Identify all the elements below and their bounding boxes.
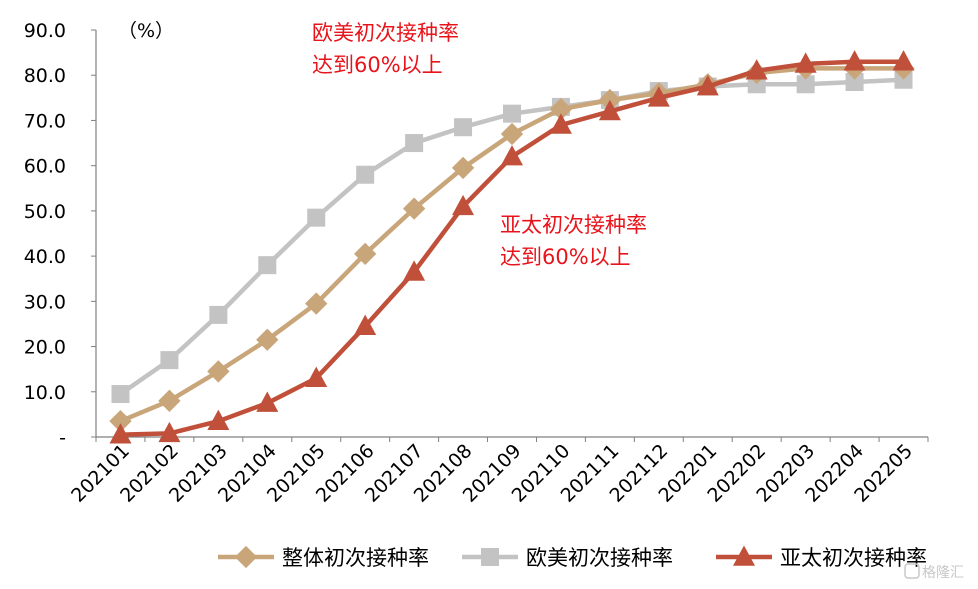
data-point (501, 145, 523, 166)
data-point (356, 165, 375, 184)
series-layer (109, 50, 915, 444)
axes: -10.020.030.040.050.060.070.080.090.0202… (24, 20, 929, 507)
legend-marker (481, 548, 499, 566)
legend-item: 亚太初次接种率 (716, 545, 927, 570)
data-point (405, 134, 424, 153)
data-point (894, 70, 913, 89)
data-point (403, 260, 426, 281)
y-tick-label: - (59, 427, 66, 449)
watermark-text: 格隆汇 (922, 565, 964, 581)
annotation-asia-pacific: 亚太初次接种率 达到60%以上 (500, 213, 647, 269)
y-tick-label: 30.0 (24, 291, 66, 313)
data-point (892, 50, 915, 71)
series-1 (111, 70, 913, 404)
legend-label: 欧美初次接种率 (526, 546, 673, 570)
y-unit-label: （%） (118, 20, 174, 42)
data-point (747, 75, 766, 94)
data-point (598, 99, 621, 121)
annotation-europe-us-line-2: 达到60%以上 (312, 53, 443, 77)
data-point (109, 410, 132, 433)
y-tick-label: 20.0 (24, 337, 66, 359)
data-point (160, 351, 179, 370)
data-point (305, 292, 328, 315)
data-point (256, 391, 279, 412)
data-point (158, 421, 181, 443)
data-point (745, 59, 768, 80)
data-point (307, 208, 326, 227)
legend-marker (234, 545, 258, 569)
annotation-asia-pacific-line-2: 达到60%以上 (500, 245, 631, 269)
data-point (207, 360, 230, 383)
data-point (305, 366, 328, 388)
series-2 (109, 50, 915, 444)
data-point (111, 385, 130, 404)
data-point (647, 86, 670, 107)
legend-item: 整体初次接种率 (218, 545, 429, 570)
legend-item: 欧美初次接种率 (462, 546, 673, 570)
annotation-asia-pacific-line-1: 亚太初次接种率 (500, 213, 647, 237)
data-point (549, 113, 572, 134)
legend: 整体初次接种率 欧美初次接种率 亚太初次接种率 (218, 545, 927, 570)
data-point (354, 242, 377, 266)
annotation-europe-us-line-1: 欧美初次接种率 (312, 21, 459, 45)
legend-label: 整体初次接种率 (282, 546, 429, 570)
y-tick-label: 90.0 (24, 20, 66, 42)
data-point (503, 104, 521, 123)
watermark: 格隆汇 (904, 563, 964, 581)
data-point (109, 423, 132, 444)
data-point (845, 73, 864, 92)
data-point (402, 197, 426, 220)
data-point (354, 314, 377, 336)
data-point (451, 156, 475, 180)
data-point (696, 74, 719, 96)
y-tick-label: 60.0 (24, 156, 66, 178)
y-tick-label: 40.0 (24, 246, 66, 268)
data-point (209, 305, 228, 324)
legend-label: 亚太初次接种率 (780, 546, 927, 570)
data-point (794, 52, 817, 73)
data-point (158, 389, 181, 412)
data-point (452, 194, 475, 216)
legend-marker (733, 545, 755, 566)
data-point (207, 409, 230, 430)
data-point (454, 118, 473, 137)
data-point (549, 97, 573, 121)
y-tick-label: 80.0 (24, 65, 66, 87)
data-point (796, 75, 815, 94)
y-tick-label: 50.0 (24, 201, 66, 223)
data-point (258, 256, 277, 275)
watermark-logo-icon (904, 563, 920, 579)
data-point (256, 328, 279, 351)
data-point (843, 50, 866, 71)
y-tick-label: 70.0 (24, 110, 66, 132)
data-point (500, 122, 524, 146)
y-tick-label: 10.0 (24, 382, 66, 404)
annotation-europe-us: 欧美初次接种率 达到60%以上 (312, 21, 459, 77)
